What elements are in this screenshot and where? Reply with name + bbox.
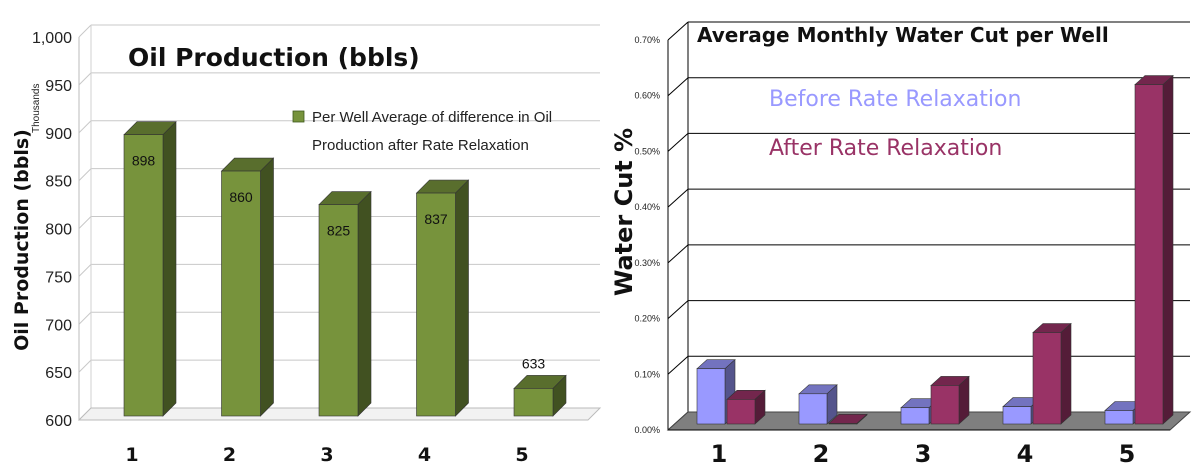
gridline-diagonal (78, 359, 92, 373)
y-axis-title: Oil Production (bbls) (11, 129, 33, 351)
bar (318, 190, 372, 417)
x-tick-label: 1 (711, 440, 728, 467)
x-tick-label: 1 (125, 444, 138, 466)
gridline-diagonal (78, 264, 92, 277)
bar-front (318, 204, 359, 417)
x-tick-label: 2 (813, 440, 830, 467)
y-tick-label: 0.30% (634, 258, 660, 268)
bar-front (798, 393, 828, 425)
y-tick-label: 0.70% (634, 35, 660, 45)
bar-front (930, 385, 960, 425)
bar-front (1002, 406, 1032, 425)
gridline-diagonal (78, 120, 92, 134)
bar (123, 120, 177, 417)
legend-label-after: After Rate Relaxation (769, 136, 1002, 161)
gridline-diagonal (78, 24, 92, 38)
bar-front (123, 134, 164, 417)
bar-front (1104, 410, 1134, 425)
y-tick-label: 0.10% (634, 369, 660, 379)
bar (415, 179, 470, 417)
bar (930, 375, 970, 425)
legend-label-line-2: Production after Rate Relaxation (312, 137, 529, 154)
x-tick-label: 5 (1119, 440, 1136, 467)
bar-front (1032, 332, 1062, 425)
x-tick-label: 2 (223, 444, 236, 466)
gridline-diagonal (667, 188, 689, 208)
legend-label-before: Before Rate Relaxation (769, 87, 1021, 112)
x-tick-label: 3 (320, 444, 333, 466)
y-tick-label: 0.60% (634, 91, 660, 101)
bar-front (696, 368, 726, 425)
data-label: 837 (424, 211, 448, 227)
y-tick-label: 700 (45, 317, 72, 334)
oil-production-chart: 6006507007508008509009501,000ThousandsOi… (11, 24, 602, 466)
bar-front (416, 192, 456, 417)
bar (726, 389, 766, 425)
y-tick-label: 0.20% (634, 314, 660, 324)
bar-side (455, 179, 469, 417)
legend-swatch (292, 110, 305, 123)
gridline-diagonal (667, 300, 689, 319)
x-tick-label: 3 (915, 440, 932, 467)
y-tick-label: 900 (45, 126, 72, 143)
bar-front (1134, 84, 1164, 425)
chart-title: Oil Production (bbls) (128, 43, 420, 72)
y-tick-label: 600 (45, 413, 72, 430)
bar-front (828, 423, 858, 425)
gridline-diagonal (667, 133, 689, 152)
y-tick-label: 750 (45, 269, 72, 286)
data-label: 825 (327, 223, 351, 239)
y-axis-title: Water Cut % (610, 128, 638, 296)
gridline-diagonal (667, 244, 689, 264)
bar (828, 413, 868, 425)
legend-label-line-1: Per Well Average of difference in Oil (312, 109, 552, 126)
bar-front (513, 388, 554, 417)
y-tick-label: 650 (45, 365, 72, 382)
y-tick-label: 0.50% (634, 146, 660, 156)
bar-front (726, 399, 756, 425)
y-tick-label: 850 (45, 174, 72, 191)
bar (220, 157, 275, 417)
bar (1032, 322, 1072, 425)
x-tick-label: 4 (1017, 440, 1034, 467)
gridline-diagonal (78, 311, 92, 325)
data-label: 633 (522, 355, 546, 371)
bar-side (162, 120, 177, 417)
data-label: 898 (132, 153, 156, 169)
gridline-diagonal (78, 72, 92, 86)
bar-side (1060, 322, 1072, 425)
bar (798, 384, 838, 425)
chart-title: Average Monthly Water Cut per Well (697, 23, 1109, 47)
bar-side (357, 190, 372, 417)
gridline-diagonal (78, 168, 92, 181)
gridline-diagonal (667, 355, 689, 375)
y-tick-label: 1,000 (32, 30, 72, 47)
water-cut-chart: 0.00% 0.10% 0.20% 0.30% 0.40% 0.50% 0.60% 0.70%… (610, 21, 1192, 467)
bar (513, 374, 567, 417)
gridline-diagonal (667, 77, 689, 97)
data-label: 860 (229, 189, 253, 205)
y-units-label: Thousands (31, 84, 42, 133)
y-tick-label: 950 (45, 78, 72, 95)
y-tick-label: 0.40% (634, 202, 660, 212)
bar-front (900, 407, 930, 425)
y-tick-label: 0.00% (634, 425, 660, 435)
bar-side (260, 157, 274, 417)
bar (1134, 74, 1174, 425)
gridline-diagonal (78, 216, 92, 229)
bar-side (1162, 74, 1174, 425)
x-tick-label: 4 (418, 444, 431, 466)
gridline-diagonal (667, 21, 689, 41)
x-tick-label: 5 (515, 444, 528, 466)
bar-front (221, 170, 261, 417)
y-tick-label: 800 (45, 222, 72, 239)
